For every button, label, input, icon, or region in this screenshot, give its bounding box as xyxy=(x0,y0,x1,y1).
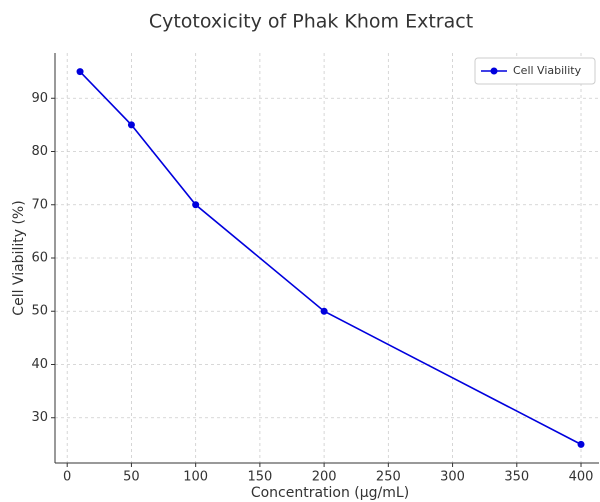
x-tick-label: 150 xyxy=(247,470,272,485)
x-tick-label: 300 xyxy=(440,470,465,485)
y-axis-label: Cell Viability (%) xyxy=(11,200,27,315)
chart-title: Cytotoxicity of Phak Khom Extract xyxy=(149,11,473,33)
y-tick-label: 50 xyxy=(31,304,48,319)
y-tick-label: 80 xyxy=(31,144,48,159)
x-tick-label: 250 xyxy=(376,470,401,485)
legend: Cell Viability xyxy=(474,57,596,85)
x-tick-label: 100 xyxy=(183,470,208,485)
legend-box xyxy=(474,57,596,85)
marker xyxy=(577,440,585,448)
x-tick-label: 50 xyxy=(123,470,140,485)
marker xyxy=(192,201,200,209)
y-tick-label: 40 xyxy=(31,357,48,372)
y-tick-label: 60 xyxy=(31,251,48,266)
marker xyxy=(320,307,328,315)
y-tick-label: 30 xyxy=(31,410,48,425)
legend-label: Cell Viability xyxy=(513,64,582,77)
marker xyxy=(127,121,135,129)
x-axis-label: Concentration (µg/mL) xyxy=(251,485,409,501)
x-tick-label: 200 xyxy=(312,470,337,485)
legend-marker xyxy=(490,67,498,75)
x-tick-label: 350 xyxy=(504,470,529,485)
x-tick-label: 0 xyxy=(63,470,71,485)
x-tick-label: 400 xyxy=(569,470,594,485)
y-tick-label: 70 xyxy=(31,197,48,212)
y-tick-label: 90 xyxy=(31,91,48,106)
marker xyxy=(76,68,84,76)
